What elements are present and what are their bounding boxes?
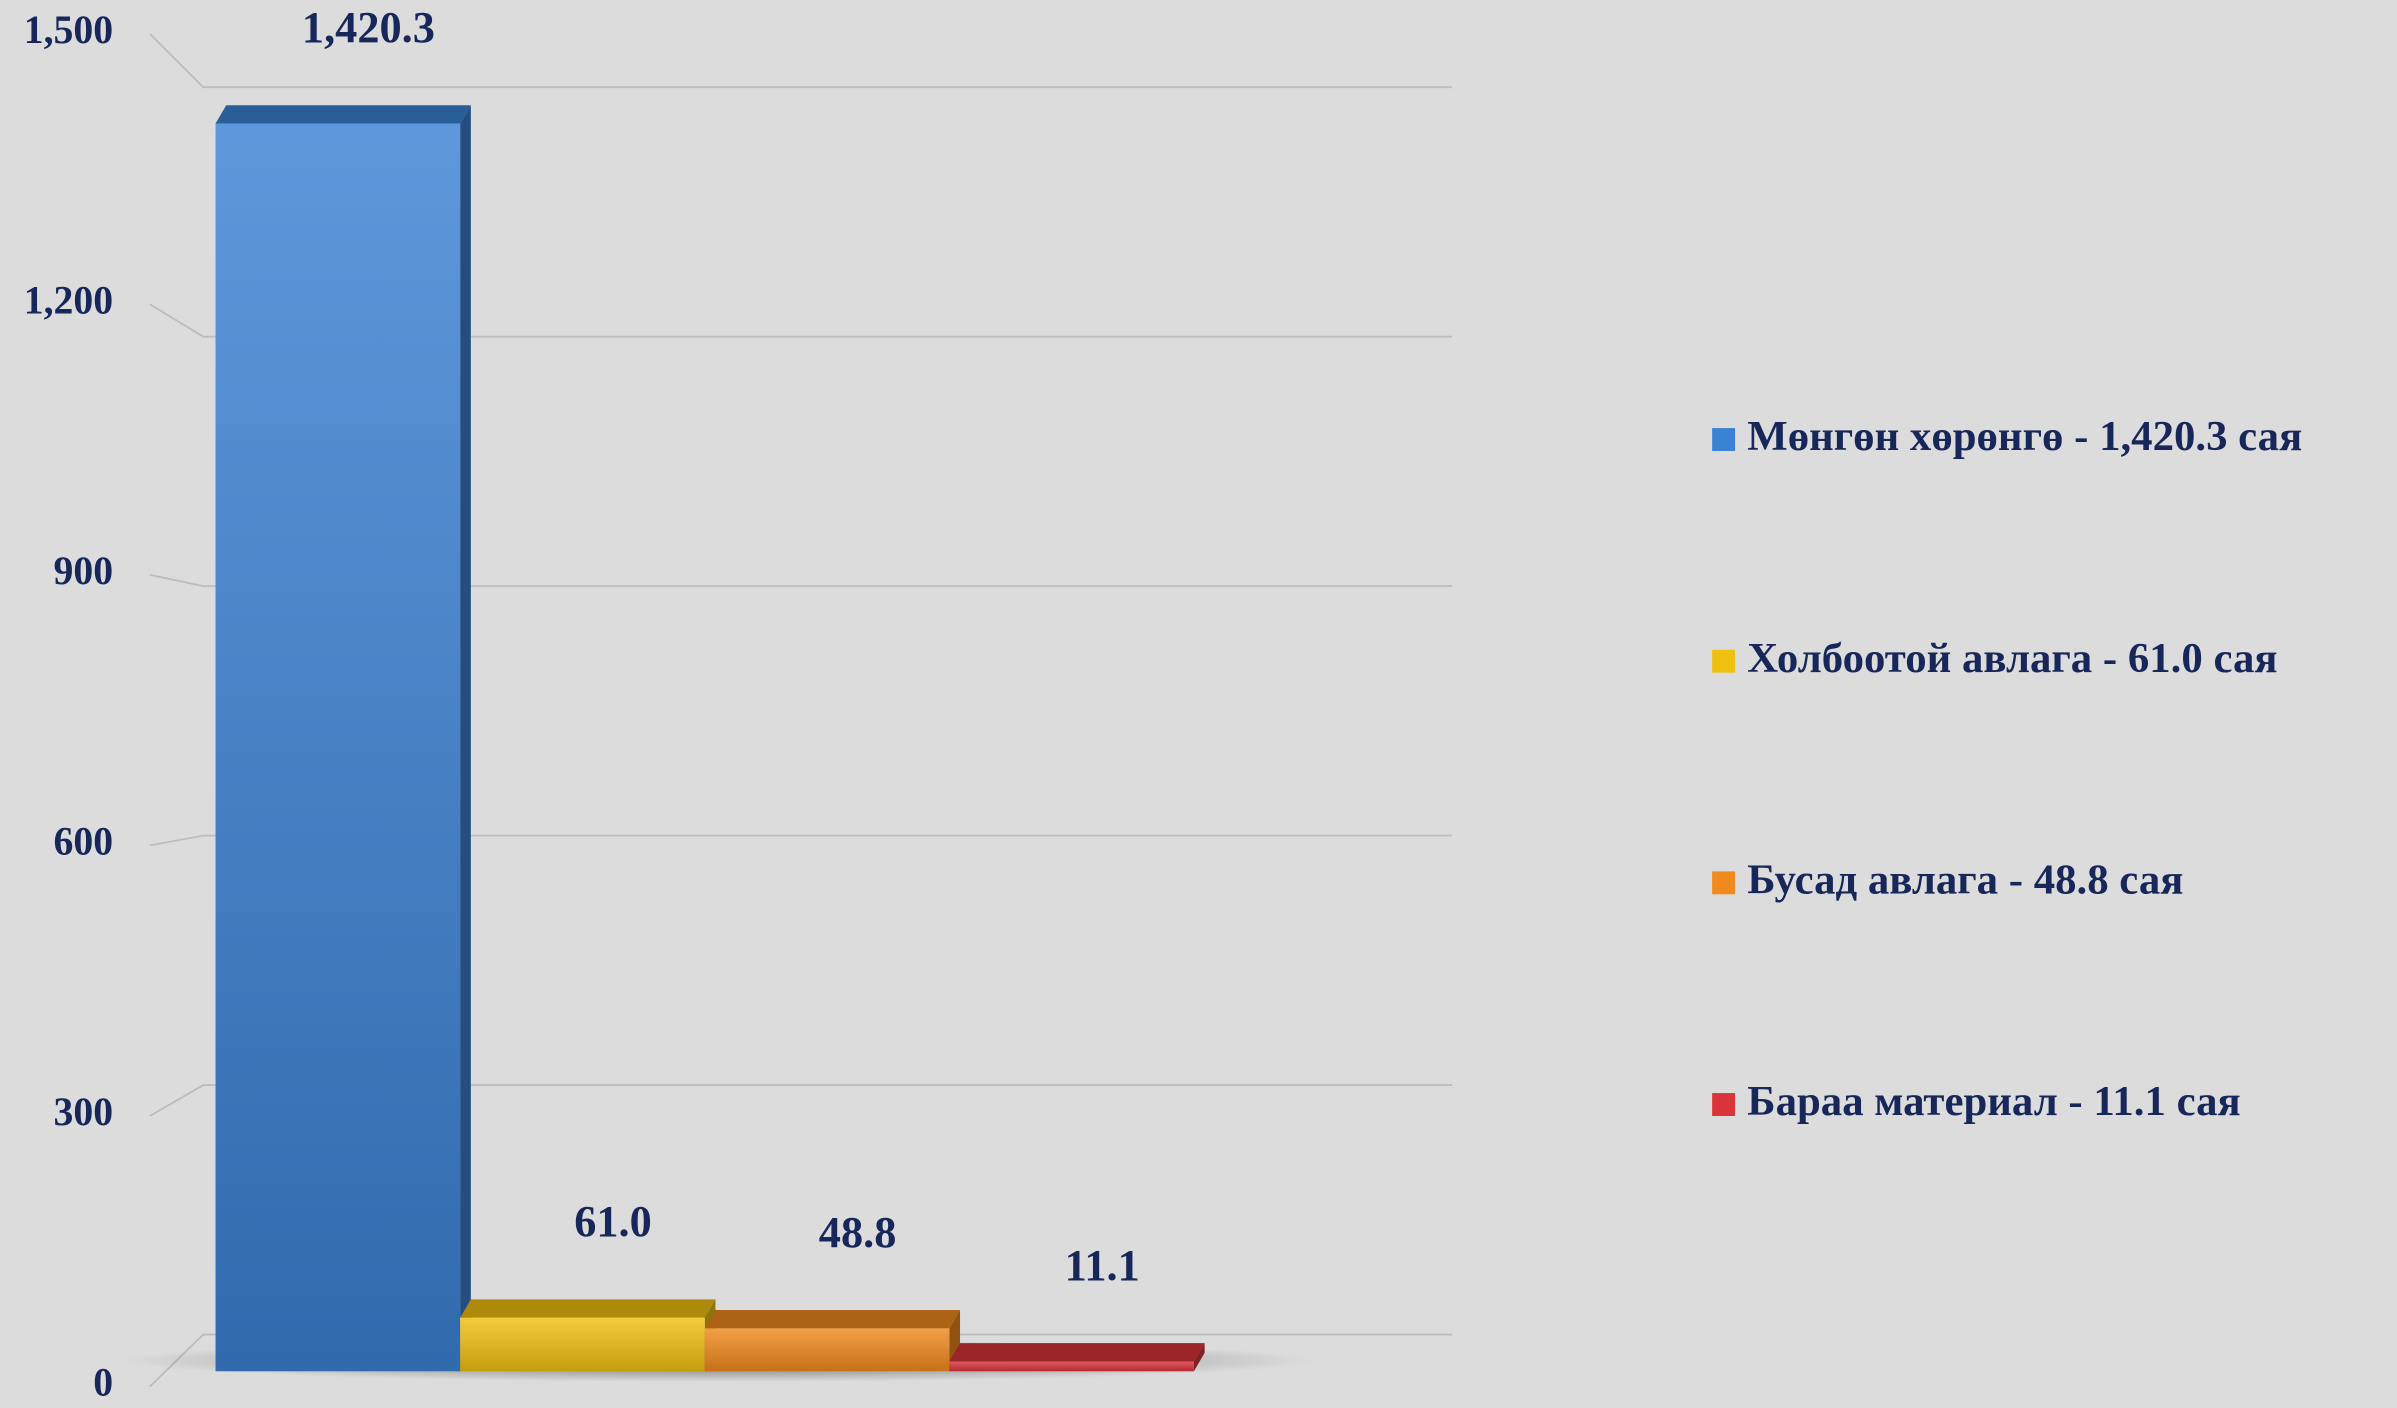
bar-top xyxy=(704,1310,961,1329)
grid-line xyxy=(149,303,1453,338)
grid-line xyxy=(149,1333,1453,1388)
y-tick-label: 600 xyxy=(54,820,114,864)
legend-label: Бусад авлага - 48.8 сая xyxy=(1747,856,2183,903)
bars: 1,420.3 61.0 48.8 11.1 xyxy=(215,2,1205,1372)
legend-swatch xyxy=(1712,1093,1736,1116)
bar-shade xyxy=(704,1328,950,1372)
legend-label: Бараа материал - 11.1 сая xyxy=(1747,1078,2240,1125)
grid-line xyxy=(149,573,1453,588)
grid-line xyxy=(149,834,1453,847)
y-tick-label: 0 xyxy=(93,1361,113,1405)
legend-swatch xyxy=(1712,428,1736,452)
value-label: 1,420.3 xyxy=(302,2,435,52)
y-tick-label: 300 xyxy=(54,1090,114,1134)
bar-top xyxy=(949,1343,1205,1362)
legend: Мөнгөн хөрөнгө - 1,420.3 сая Холбоотой ав… xyxy=(1712,413,2302,1125)
bar-shade xyxy=(949,1361,1194,1372)
bar-shade xyxy=(215,123,461,1372)
grid-line xyxy=(149,33,1453,89)
legend-swatch xyxy=(1712,649,1736,673)
value-label: 11.1 xyxy=(1065,1240,1140,1290)
grid-line xyxy=(149,1084,1453,1117)
legend-swatch xyxy=(1712,871,1736,895)
bar-top xyxy=(460,1299,716,1318)
grid: 0 300 600 900 1,200 1,500 xyxy=(24,8,1453,1405)
value-label: 61.0 xyxy=(574,1196,652,1246)
legend-label: Холбоотой авлага - 61.0 сая xyxy=(1747,635,2277,682)
y-tick-label: 900 xyxy=(54,549,114,593)
y-tick-label: 1,200 xyxy=(24,278,113,322)
bar-side xyxy=(1193,1343,1205,1372)
legend-label: Мөнгөн хөрөнгө - 1,420.3 сая xyxy=(1747,413,2302,460)
bar-shade xyxy=(460,1317,705,1372)
value-label: 48.8 xyxy=(819,1207,897,1257)
bar-top xyxy=(215,105,471,124)
y-tick-label: 1,500 xyxy=(24,8,113,52)
bar-side xyxy=(460,105,471,1372)
